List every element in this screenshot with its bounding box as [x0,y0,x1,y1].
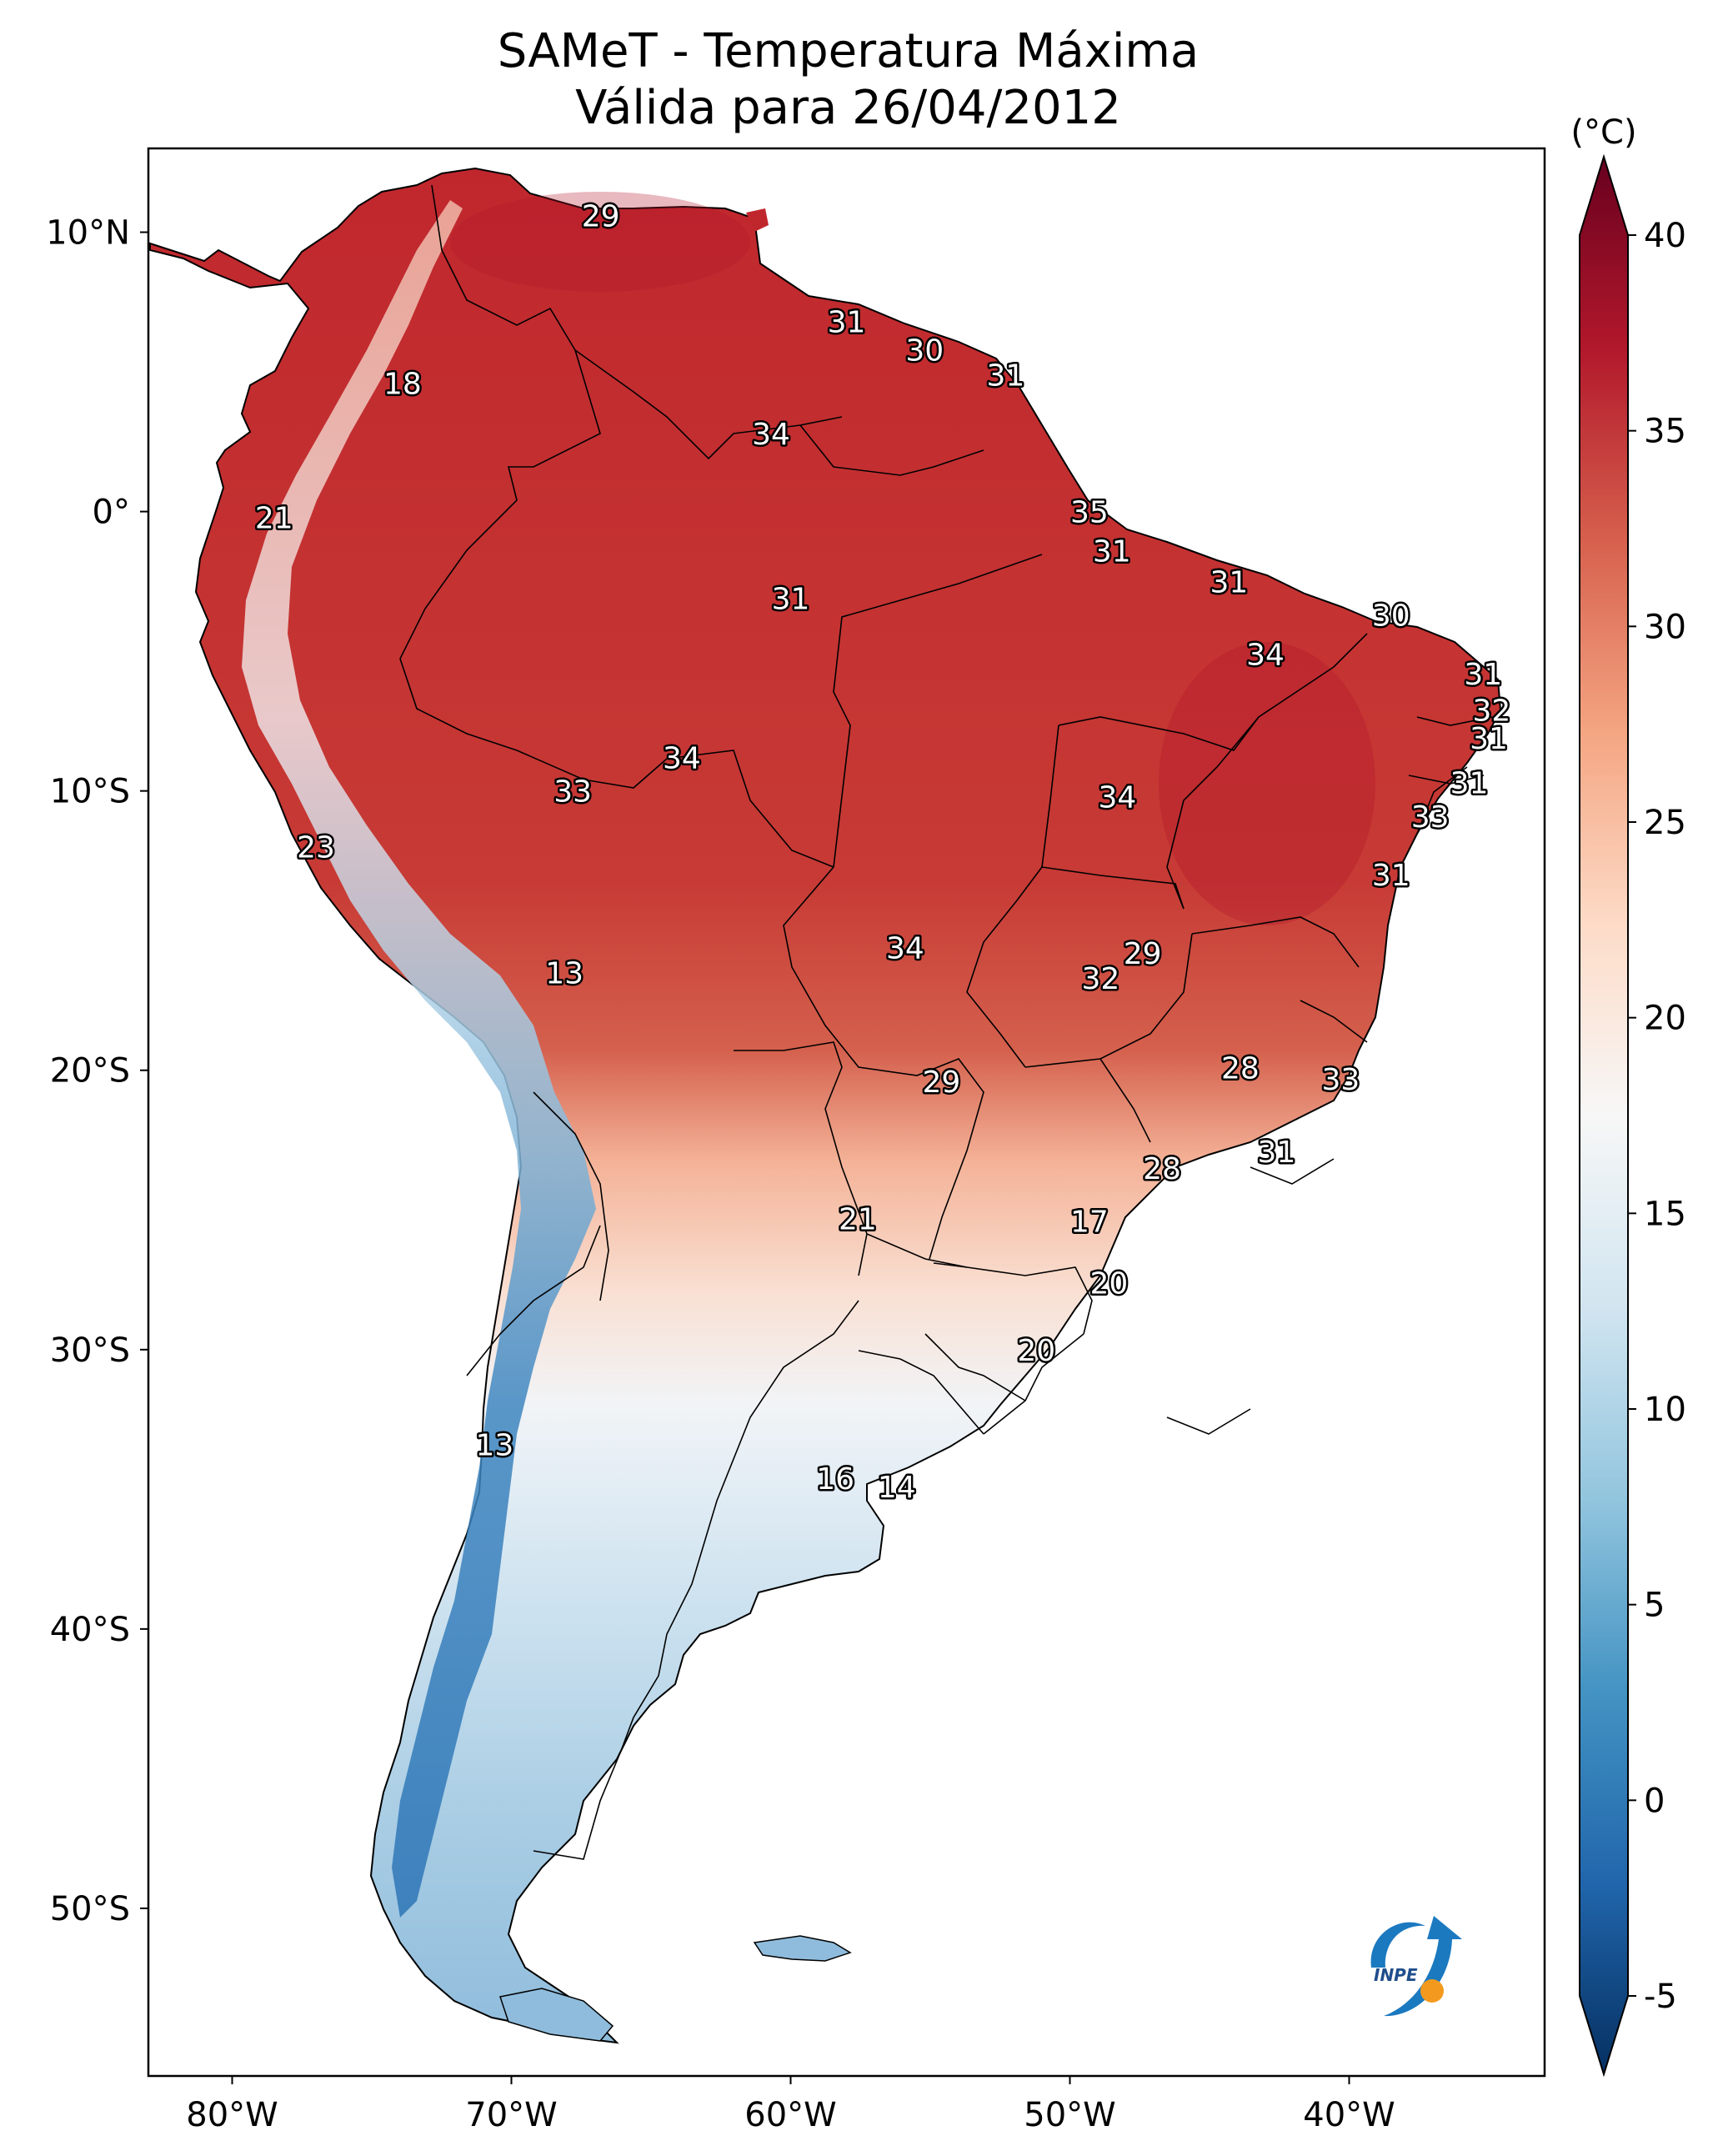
temperature-value-label: 34 [663,741,701,775]
svg-text:INPE: INPE [1374,1965,1418,1985]
temperature-value-label: 34 [752,418,790,452]
colorbar-body [1579,153,1629,2078]
political-borders [399,184,1493,1860]
temperature-value-label: 20 [1089,1266,1128,1301]
temperature-value-label: 23 [297,831,335,865]
temperature-value-label: 28 [1143,1152,1181,1186]
lon-tick-label: 40°W [1303,2096,1395,2134]
lat-tick-label: 10°N [46,214,130,253]
temperature-value-label: 30 [905,333,944,368]
temperature-value-label: 33 [553,775,592,810]
island-trinidad [746,208,769,232]
lat-tick-label: 30°S [50,1331,130,1370]
temperature-value-label: 31 [1257,1136,1295,1170]
temperature-value-label: 29 [1124,937,1162,971]
temperature-value-label: 31 [1470,722,1508,756]
colorbar-tick-label: 0 [1644,1782,1665,1820]
lat-tick-label: 10°S [50,773,130,811]
temperature-value-label: 30 [1372,599,1410,634]
title-line-1: SAMeT - Temperatura Máxima [497,24,1200,78]
temperature-value-label: 29 [582,199,620,233]
temperature-value-label: 21 [839,1202,877,1236]
temperature-value-label: 21 [255,501,293,535]
temperature-value-label: 13 [545,956,584,990]
lon-tick-label: 50°W [1024,2096,1115,2134]
colorbar-tick-label: 5 [1644,1587,1665,1625]
warm-core-northeast [1159,642,1375,925]
lon-tick-label: 80°W [186,2096,278,2134]
map-title: SAMeT - Temperatura Máxima Válida para 2… [150,23,1546,137]
colorbar: (°C) 40 35 30 25 20 15 10 5 0 -5 [1570,113,1686,2078]
temperature-value-label: 31 [828,306,866,340]
lat-tick-label: 0° [93,494,130,532]
temperature-value-label: 32 [1472,694,1510,728]
temperature-value-label: 18 [383,367,422,401]
temperature-value-label: 28 [1221,1051,1260,1086]
island-tierra-del-fuego [499,1988,614,2042]
island-falklands [753,1935,852,1962]
colorbar-tick-label: 15 [1644,1195,1686,1233]
colorbar-tick-label: 25 [1644,804,1686,842]
temperature-value-label: 16 [816,1462,854,1497]
colorbar-unit: (°C) [1570,113,1636,152]
warm-core-venezuela [450,192,750,292]
title-line-2: Válida para 26/04/2012 [575,81,1121,135]
temperature-value-label: 34 [886,931,924,965]
temperature-value-label: 14 [878,1471,916,1505]
colorbar-ticks: 40 35 30 25 20 15 10 5 0 -5 [1628,217,1686,2016]
temperature-value-label: 35 [1070,496,1109,530]
temperature-value-label: 20 [1017,1334,1055,1368]
colorbar-tick-label: 30 [1644,608,1686,646]
map-frame [147,147,1546,2078]
colorbar-tick-label: -5 [1644,1978,1677,2016]
temperature-value-label: 31 [772,582,810,616]
inpe-logo-icon: INPE [1370,1916,1462,2017]
temperature-value-label: 29 [922,1065,960,1100]
andes-cold-band [242,200,596,1918]
colorbar-tick-label: 35 [1644,413,1686,451]
temperature-value-label: 33 [1411,800,1450,835]
temperature-value-label: 31 [1464,658,1502,692]
temperature-value-label: 34 [1099,780,1137,815]
colorbar-tick-label: 20 [1644,1000,1686,1038]
lon-tick-label: 60°W [744,2096,836,2134]
temperature-value-label: 34 [1246,638,1285,672]
axis-labels: 80°W 70°W 60°W 50°W 40°W 10°N 0° 10°S 20°S 30°S 40… [46,214,1395,2134]
temperature-value-label: 31 [1093,535,1131,569]
lat-tick-label: 50°S [50,1890,130,1928]
colorbar-tick-label: 40 [1644,217,1686,255]
south-america-landmass [149,167,1502,2044]
temperature-value-label: 31 [1450,767,1489,801]
temperature-value-label: 31 [1210,565,1249,599]
temperature-value-label: 31 [987,358,1025,393]
temperature-value-label: 13 [475,1429,513,1463]
lat-tick-label: 40°S [50,1611,130,1649]
temperature-value-label: 33 [1322,1063,1360,1097]
temperature-value-label: 31 [1372,859,1410,893]
lon-tick-label: 70°W [465,2096,557,2134]
temperature-value-label: 17 [1070,1206,1109,1240]
lat-tick-label: 20°S [50,1052,130,1091]
colorbar-tick-label: 10 [1644,1391,1686,1429]
temperature-value-label: 32 [1081,962,1119,996]
